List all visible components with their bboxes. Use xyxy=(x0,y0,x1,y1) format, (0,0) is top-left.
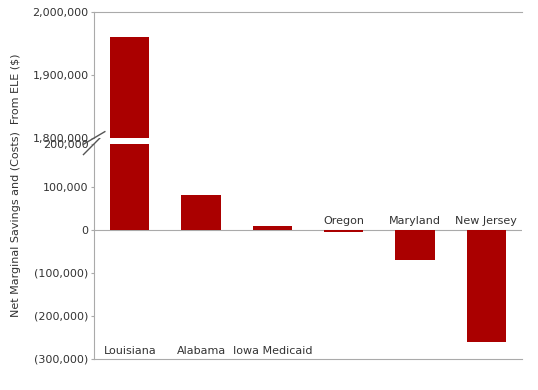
Bar xyxy=(253,225,292,230)
Bar xyxy=(466,230,506,342)
Text: New Jersey: New Jersey xyxy=(455,216,517,226)
Text: Alabama: Alabama xyxy=(176,346,226,356)
Bar xyxy=(395,230,435,260)
Text: Net Marginal Savings and (Costs)  From ELE ($): Net Marginal Savings and (Costs) From EL… xyxy=(11,53,21,317)
Bar xyxy=(324,230,363,232)
Text: Iowa Medicaid: Iowa Medicaid xyxy=(232,346,312,356)
Bar xyxy=(181,195,221,230)
Text: Louisiana: Louisiana xyxy=(103,346,156,356)
Bar xyxy=(110,144,150,230)
Bar xyxy=(110,37,150,138)
Text: Maryland: Maryland xyxy=(389,216,441,226)
Text: Oregon: Oregon xyxy=(323,216,364,226)
